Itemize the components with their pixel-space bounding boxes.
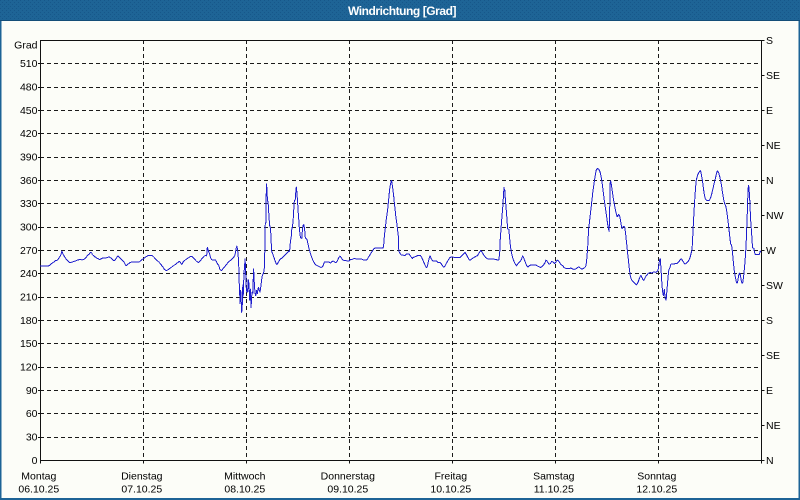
svg-text:NE: NE [766, 140, 781, 152]
svg-text:360: 360 [20, 175, 38, 187]
svg-text:Dienstag: Dienstag [121, 471, 163, 483]
svg-text:240: 240 [20, 268, 38, 280]
svg-text:07.10.25: 07.10.25 [121, 484, 162, 496]
svg-text:180: 180 [20, 315, 38, 327]
svg-text:08.10.25: 08.10.25 [224, 484, 265, 496]
svg-text:11.10.25: 11.10.25 [534, 484, 574, 496]
svg-text:S: S [766, 315, 773, 327]
svg-text:E: E [766, 385, 773, 397]
svg-text:09.10.25: 09.10.25 [327, 484, 368, 496]
svg-text:480: 480 [20, 82, 38, 94]
svg-text:390: 390 [20, 152, 38, 164]
svg-text:60: 60 [26, 408, 38, 420]
svg-text:06.10.25: 06.10.25 [18, 484, 59, 496]
svg-text:10.10.25: 10.10.25 [430, 484, 471, 496]
svg-text:Freitag: Freitag [434, 471, 467, 483]
svg-text:NW: NW [766, 210, 784, 222]
svg-text:150: 150 [20, 338, 38, 350]
svg-text:210: 210 [20, 292, 38, 304]
svg-text:NE: NE [766, 420, 781, 432]
svg-text:Windrichtung [Grad]: Windrichtung [Grad] [348, 4, 456, 18]
svg-text:420: 420 [20, 128, 38, 140]
svg-text:S: S [766, 35, 773, 47]
svg-text:12.10.25: 12.10.25 [636, 484, 677, 496]
svg-text:Samstag: Samstag [533, 471, 575, 483]
svg-text:450: 450 [20, 105, 38, 117]
svg-text:Donnerstag: Donnerstag [321, 471, 375, 483]
svg-text:120: 120 [20, 362, 38, 374]
svg-text:90: 90 [26, 385, 38, 397]
svg-text:N: N [766, 455, 774, 467]
svg-text:SE: SE [766, 70, 780, 82]
svg-text:E: E [766, 105, 773, 117]
svg-text:300: 300 [20, 222, 38, 234]
svg-text:SW: SW [766, 280, 783, 292]
svg-text:330: 330 [20, 198, 38, 210]
svg-text:30: 30 [26, 432, 38, 444]
svg-text:270: 270 [20, 245, 38, 257]
svg-text:Montag: Montag [21, 471, 56, 483]
svg-text:N: N [766, 175, 774, 187]
svg-text:SE: SE [766, 350, 780, 362]
svg-text:Sonntag: Sonntag [637, 471, 676, 483]
svg-text:Grad: Grad [14, 39, 38, 51]
svg-text:W: W [766, 245, 776, 257]
svg-text:Mittwoch: Mittwoch [224, 471, 266, 483]
svg-text:510: 510 [20, 58, 38, 70]
svg-text:0: 0 [32, 455, 38, 467]
